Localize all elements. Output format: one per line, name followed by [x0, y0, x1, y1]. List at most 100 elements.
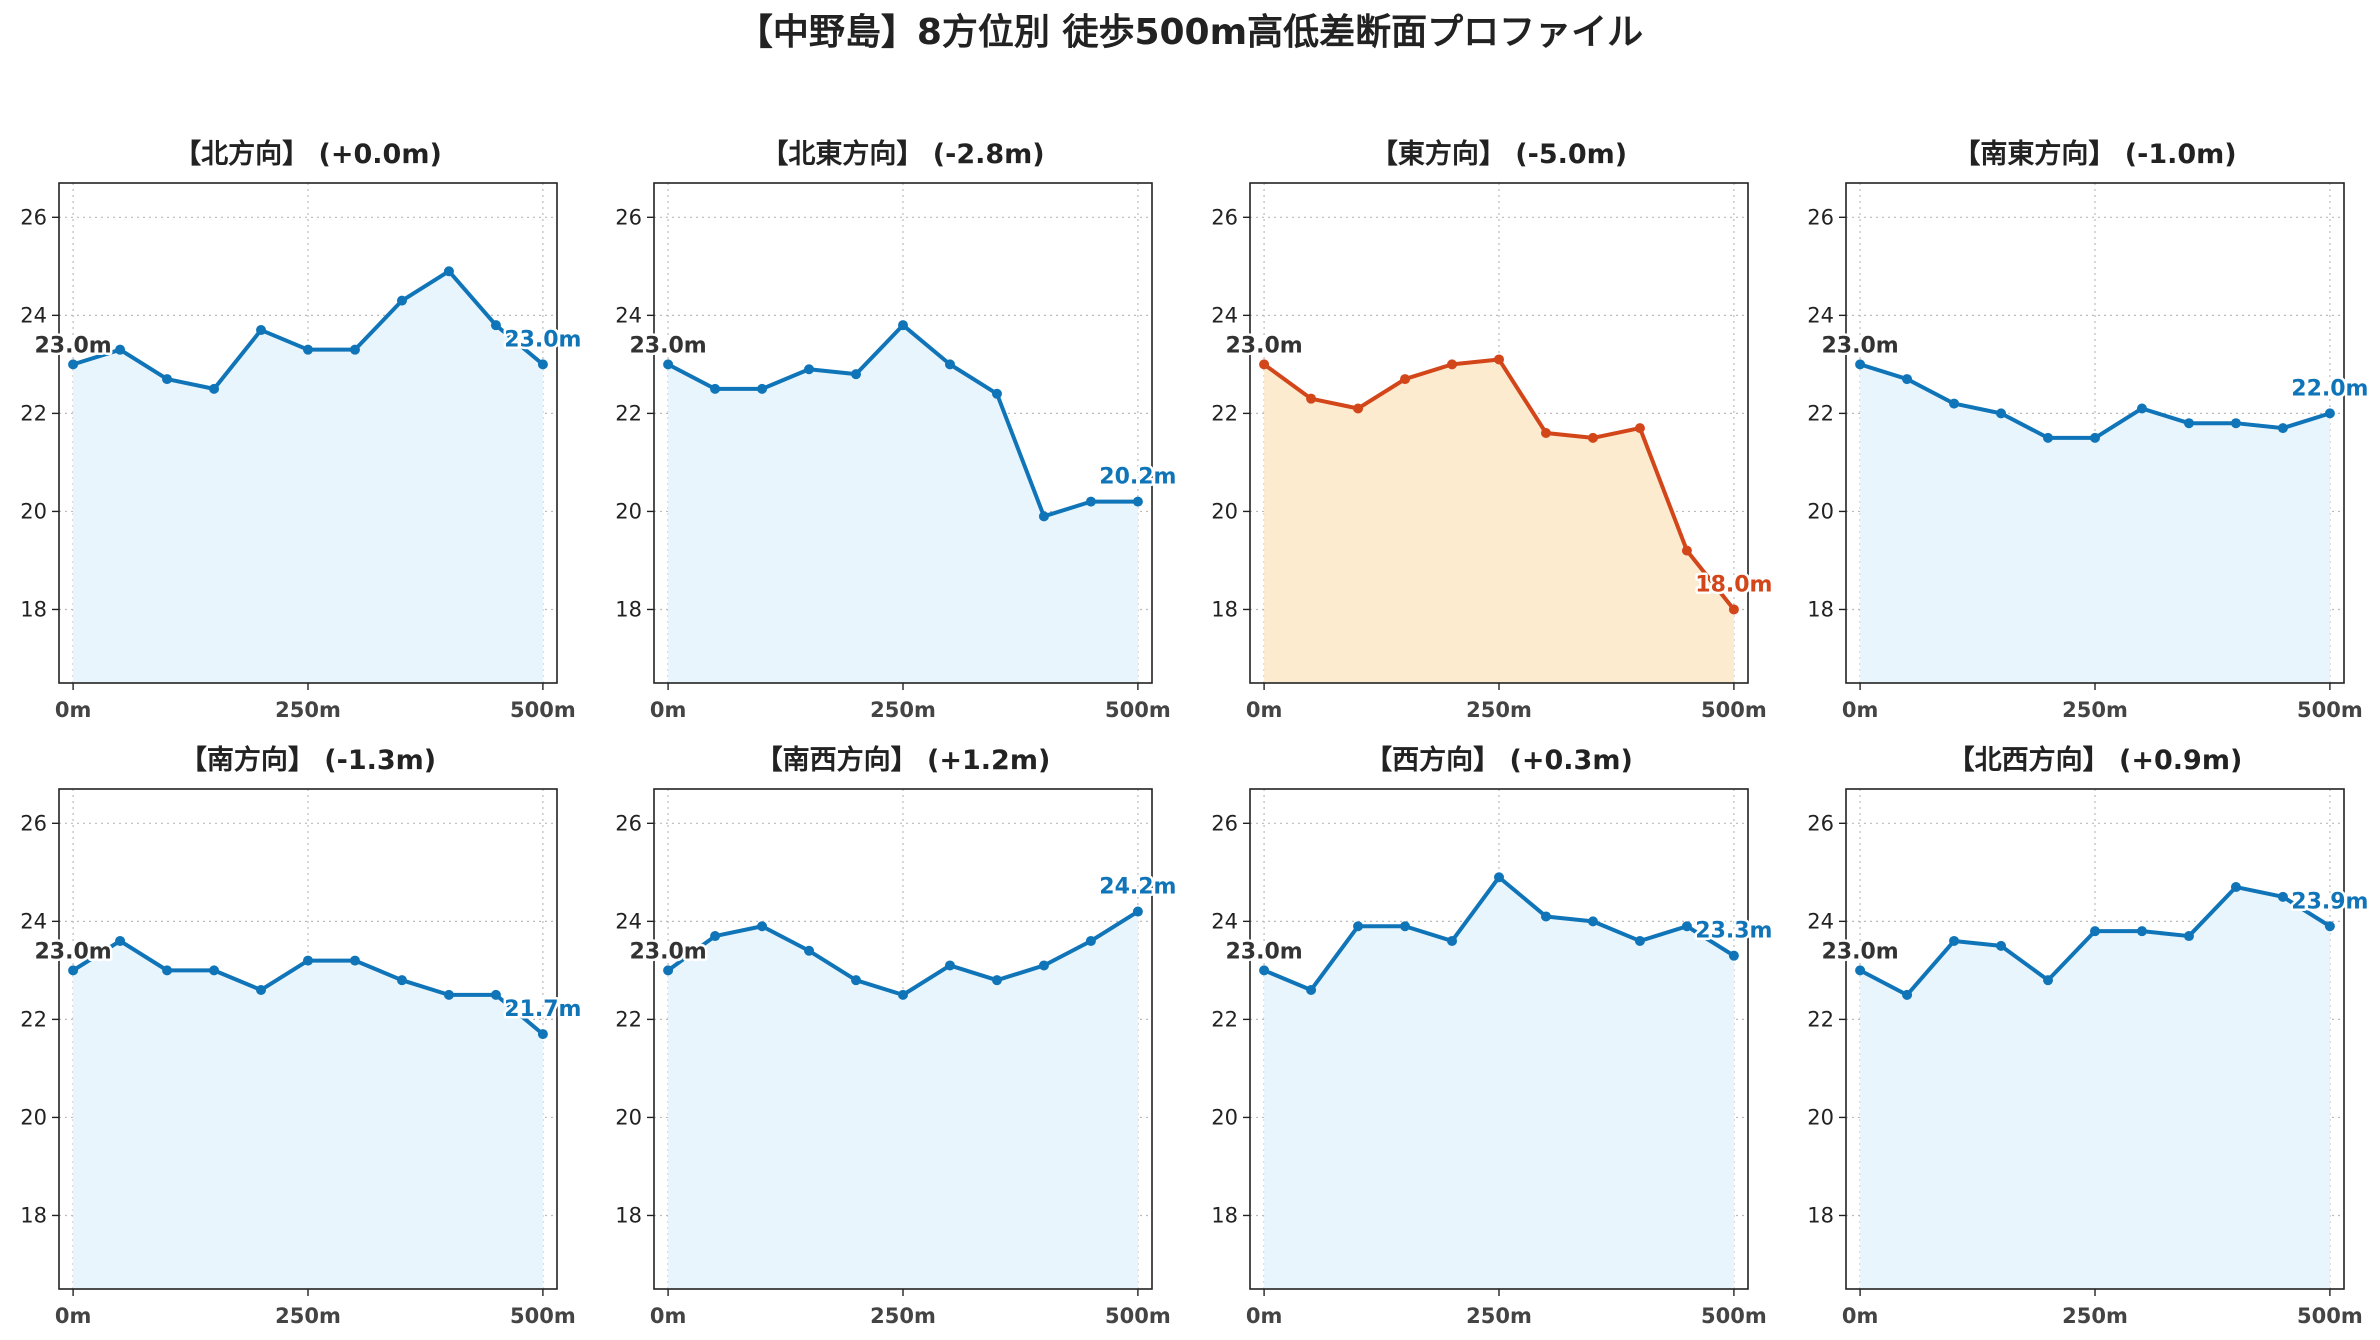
panel-title: 【西方向】 (+0.3m) — [1365, 744, 1633, 776]
data-point — [1949, 935, 1960, 946]
data-point — [1587, 916, 1598, 927]
y-tick-label: 20 — [20, 1105, 47, 1129]
data-point — [2043, 975, 2054, 986]
chart-panel-4: 【南方向】 (-1.3m) 18 20 22 24 26 0m 250m 500m 23.0m 21… — [20, 744, 584, 1328]
data-point — [68, 965, 79, 976]
data-point — [1540, 428, 1551, 438]
end-elevation-label: 22.0m — [2291, 376, 2368, 401]
x-tick-label: 500m — [2297, 1304, 2363, 1328]
data-point — [2277, 891, 2288, 902]
panels-grid: 【北方向】 (+0.0m) 18 20 22 24 26 0m 250m 500m 23.0m 23… — [20, 138, 2371, 1328]
y-tick-label: 22 — [20, 401, 47, 425]
data-point — [1306, 984, 1317, 995]
y-tick-label: 20 — [615, 1105, 642, 1129]
y-tick-label: 20 — [1807, 1105, 1834, 1129]
data-point — [1353, 921, 1364, 932]
data-point — [2136, 403, 2147, 414]
start-elevation-label: 23.0m — [34, 939, 111, 964]
y-tick-label: 22 — [1807, 1007, 1834, 1031]
chart-panel-5: 【南西方向】 (+1.2m) 18 20 22 24 26 0m 250m 500m 23.0m 2… — [615, 744, 1179, 1328]
data-point — [490, 320, 501, 331]
y-tick-label: 24 — [1211, 909, 1238, 933]
x-tick-label: 250m — [2062, 698, 2128, 722]
y-tick-label: 20 — [615, 499, 642, 523]
data-point — [757, 921, 768, 932]
y-tick-label: 24 — [20, 303, 47, 327]
data-point — [1353, 403, 1364, 414]
x-tick-label: 500m — [1701, 1304, 1767, 1328]
data-point — [490, 989, 501, 1000]
y-tick-label: 18 — [1211, 597, 1238, 621]
data-point — [1996, 940, 2007, 951]
data-point — [162, 965, 173, 976]
data-point — [115, 344, 126, 355]
x-tick-label: 0m — [650, 698, 687, 722]
data-point — [2324, 921, 2335, 932]
x-tick-label: 500m — [1701, 698, 1767, 722]
data-point — [1259, 965, 1270, 976]
data-point — [1494, 354, 1504, 365]
data-point — [1085, 496, 1096, 507]
y-tick-label: 20 — [20, 499, 47, 523]
data-point — [1902, 989, 1913, 1000]
data-point — [443, 989, 454, 1000]
data-point — [2183, 418, 2194, 429]
x-tick-label: 250m — [1466, 1304, 1532, 1328]
y-tick-label: 18 — [1807, 1203, 1834, 1227]
data-point — [1132, 906, 1143, 917]
y-tick-label: 18 — [20, 1203, 47, 1227]
data-point — [804, 364, 815, 375]
data-point — [2043, 432, 2054, 443]
elevation-area — [668, 325, 1138, 683]
data-point — [944, 960, 955, 971]
start-elevation-label: 23.0m — [1225, 333, 1302, 358]
data-point — [537, 1029, 548, 1040]
y-tick-label: 22 — [615, 401, 642, 425]
data-point — [1634, 935, 1645, 946]
data-point — [303, 344, 313, 355]
data-point — [1038, 511, 1049, 522]
data-point — [396, 975, 407, 986]
data-point — [1855, 965, 1866, 976]
chart-panel-6: 【西方向】 (+0.3m) 18 20 22 24 26 0m 250m 500m 23.0m 23… — [1211, 744, 1775, 1328]
data-point — [851, 975, 862, 986]
y-tick-label: 18 — [20, 597, 47, 621]
data-point — [209, 965, 220, 976]
x-tick-label: 0m — [1842, 1304, 1879, 1328]
figure-title: 【中野島】8方位別 徒歩500m高低差断面プロファイル — [737, 12, 1643, 53]
data-point — [1400, 374, 1411, 385]
x-tick-label: 250m — [870, 1304, 936, 1328]
y-tick-label: 26 — [20, 811, 47, 835]
data-point — [757, 383, 768, 394]
data-point — [1038, 960, 1049, 971]
data-point — [1681, 921, 1692, 932]
elevation-area — [73, 271, 543, 683]
y-tick-label: 22 — [1211, 401, 1238, 425]
panel-title: 【南東方向】 (-1.0m) — [1953, 138, 2236, 170]
start-elevation-label: 23.0m — [1821, 939, 1898, 964]
data-point — [2090, 926, 2100, 937]
data-point — [663, 965, 674, 976]
panel-title: 【東方向】 (-5.0m) — [1371, 138, 1627, 170]
y-tick-label: 20 — [1211, 499, 1238, 523]
data-point — [1132, 496, 1143, 507]
y-tick-label: 20 — [1211, 1105, 1238, 1129]
data-point — [804, 945, 815, 956]
y-tick-label: 26 — [1211, 205, 1238, 229]
y-tick-label: 26 — [615, 811, 642, 835]
data-point — [898, 989, 908, 1000]
start-elevation-label: 23.0m — [1225, 939, 1302, 964]
data-point — [1306, 393, 1317, 404]
data-point — [396, 295, 407, 306]
data-point — [349, 955, 360, 966]
end-elevation-label: 23.9m — [2291, 889, 2368, 914]
chart-panel-7: 【北西方向】 (+0.9m) 18 20 22 24 26 0m 250m 500m 23.0m 2… — [1807, 744, 2371, 1328]
y-tick-label: 24 — [1807, 303, 1834, 327]
chart-panel-0: 【北方向】 (+0.0m) 18 20 22 24 26 0m 250m 500m 23.0m 23… — [20, 138, 584, 722]
data-point — [162, 374, 173, 385]
y-tick-label: 18 — [1807, 597, 1834, 621]
data-point — [1728, 604, 1739, 615]
x-tick-label: 500m — [2297, 698, 2363, 722]
elevation-area — [1860, 364, 2330, 683]
